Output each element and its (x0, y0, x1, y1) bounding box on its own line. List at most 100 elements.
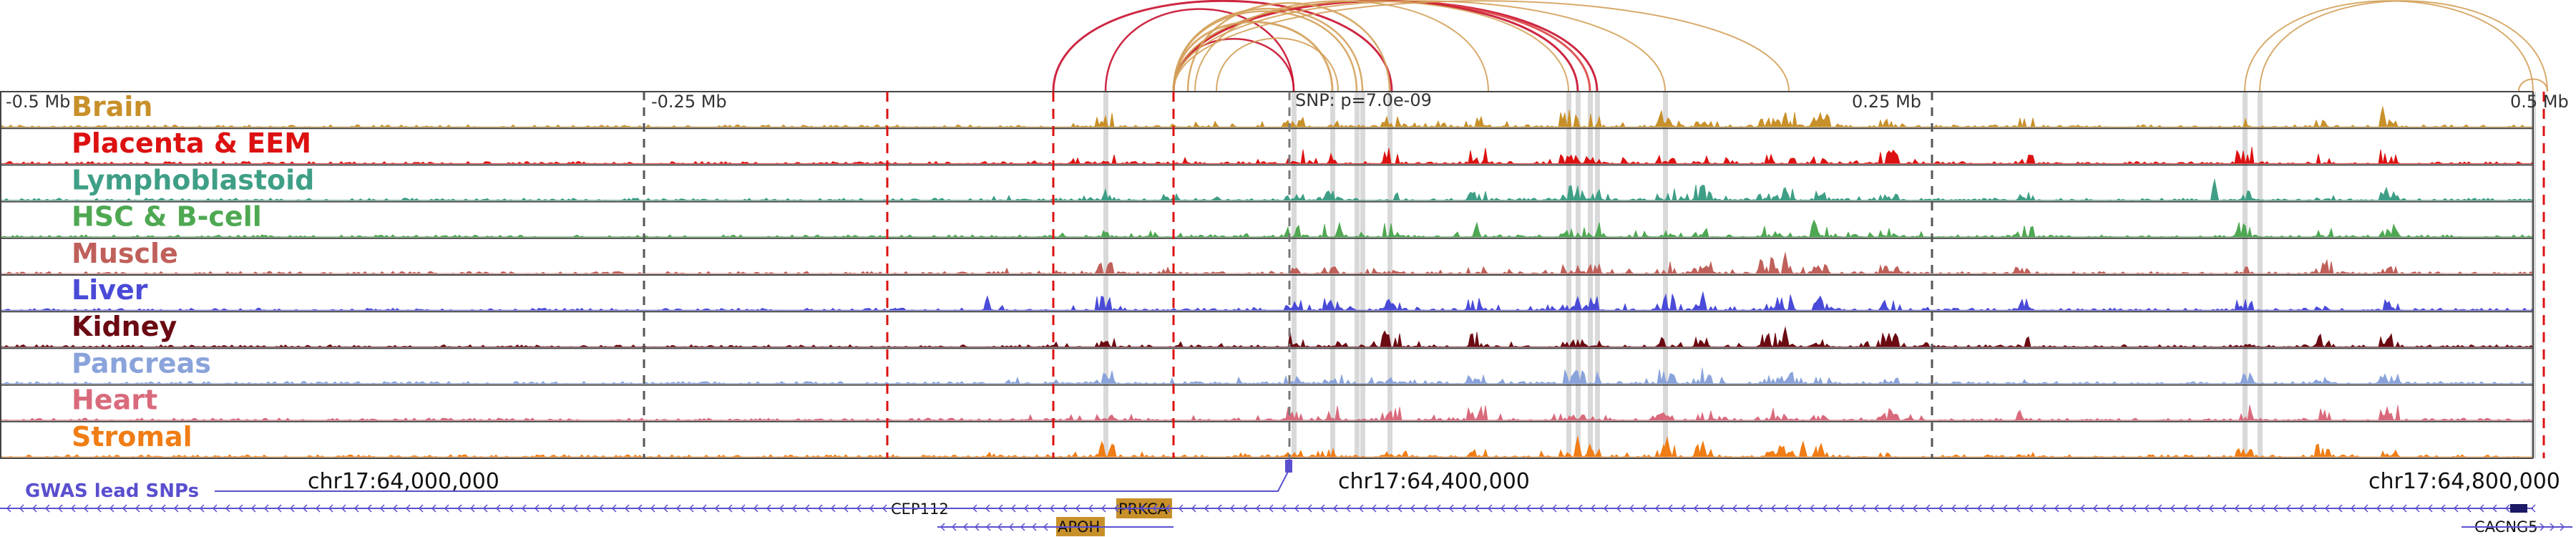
strand-arrow (508, 504, 514, 513)
interaction-arc (1173, 0, 1666, 92)
strand-arrow (688, 504, 694, 513)
coordinate-label-1: chr17:64,000,000 (308, 469, 499, 494)
strand-arrow (2041, 504, 2046, 513)
strand-arrow (1873, 504, 1879, 513)
strand-arrow (19, 504, 24, 513)
strand-arrow (2285, 504, 2291, 513)
strand-arrow (2550, 523, 2555, 531)
strand-arrow (1101, 504, 1106, 513)
track-label: Heart (72, 384, 157, 416)
strand-arrow (1397, 504, 1402, 513)
strand-arrow (843, 504, 849, 513)
track-label: Lymphoblastoid (72, 164, 314, 195)
track-label: Stromal (72, 421, 192, 453)
track-kidney (0, 326, 2534, 349)
axis-label-quarter-right: 0.25 Mb (1852, 92, 1921, 112)
strand-arrow (392, 504, 398, 513)
track-stromal (0, 435, 2534, 459)
strand-arrow (1410, 504, 1415, 513)
strand-arrow (521, 504, 527, 513)
strand-arrow (2195, 504, 2201, 513)
axis-label-right: 0.5 Mb (2510, 92, 2569, 112)
strand-arrow (2466, 504, 2472, 513)
strand-arrow (534, 504, 540, 513)
strand-arrow (1268, 504, 1274, 513)
strand-arrow (2170, 504, 2175, 513)
strand-arrow (1448, 504, 1454, 513)
strand-arrow (302, 504, 308, 513)
track-signal (0, 184, 2534, 202)
interaction-arc (2244, 0, 2534, 92)
strand-arrow (160, 504, 166, 513)
track-heart (0, 405, 2533, 422)
strand-arrow (1667, 504, 1673, 513)
signal-peak (1699, 440, 1707, 457)
strand-arrow (2298, 504, 2304, 513)
strand-arrow (1886, 504, 1892, 513)
strand-arrow (675, 504, 681, 513)
strand-arrow (44, 504, 50, 513)
strand-arrow (962, 523, 968, 531)
strand-arrow (2453, 504, 2459, 513)
signal-peak (1763, 334, 1772, 347)
strand-arrow (1654, 504, 1660, 513)
strand-arrow (1371, 504, 1377, 513)
strand-arrow (701, 504, 707, 513)
strand-arrow (289, 504, 295, 513)
strand-arrow (70, 504, 76, 513)
track-label: Placenta & EEM (72, 127, 311, 159)
strand-arrow (2363, 504, 2368, 513)
signal-peak (1781, 112, 1790, 127)
strand-arrow (791, 504, 797, 513)
strand-arrow (1216, 504, 1222, 513)
position-axis: -0.5 Mb -0.25 Mb SNP: p=7.0e-09 0.25 Mb … (6, 90, 2569, 112)
strand-arrow (1139, 504, 1145, 513)
signal-peak (983, 295, 992, 311)
strand-arrow (1036, 504, 1042, 513)
strand-arrow (1242, 504, 1248, 513)
track-muscle (0, 251, 2534, 276)
strand-arrow (637, 504, 643, 513)
strand-arrow (2376, 504, 2381, 513)
strand-arrow (1023, 504, 1029, 513)
strand-arrow (1693, 504, 1699, 513)
track-pancreas (0, 367, 2534, 386)
strand-arrow (1010, 504, 1016, 513)
strand-arrow (624, 504, 630, 513)
strand-arrow (1461, 504, 1467, 513)
strand-arrow (444, 504, 449, 513)
strand-arrow (1229, 504, 1235, 513)
gwas-track: GWAS lead SNPs (25, 458, 1292, 502)
strand-arrow (147, 504, 153, 513)
strand-arrow (1848, 504, 1853, 513)
strand-arrow (974, 523, 980, 531)
interaction-arc (1173, 0, 1790, 92)
strand-arrow (2560, 523, 2565, 531)
snp-label: SNP: p=7.0e-09 (1295, 90, 1432, 110)
strand-arrow (1603, 504, 1609, 513)
strand-arrow (2028, 504, 2034, 513)
strand-arrow (804, 504, 810, 513)
strand-arrow (263, 504, 269, 513)
strand-arrow (1307, 504, 1312, 513)
strand-arrow (186, 504, 192, 513)
strand-arrow (1062, 504, 1068, 513)
signal-tracks (0, 91, 2545, 459)
strand-arrow (1912, 504, 1918, 513)
strand-arrow (1423, 504, 1428, 513)
interaction-arc (1104, 8, 1295, 92)
signal-peak (1781, 251, 1790, 274)
strand-arrow (57, 504, 63, 513)
strand-arrow (96, 504, 102, 513)
track-liver (0, 291, 2534, 313)
strand-arrow (572, 504, 578, 513)
strand-arrow (405, 504, 411, 513)
strand-arrow (2273, 504, 2278, 513)
track-lymphoblastoid (0, 178, 2534, 203)
track-label: Brain (72, 91, 152, 122)
track-label: Pancreas (72, 347, 211, 379)
interaction-arc (1173, 0, 1569, 92)
strand-arrow (2337, 504, 2343, 513)
strand-arrow (1126, 504, 1132, 513)
strand-arrow (212, 504, 218, 513)
